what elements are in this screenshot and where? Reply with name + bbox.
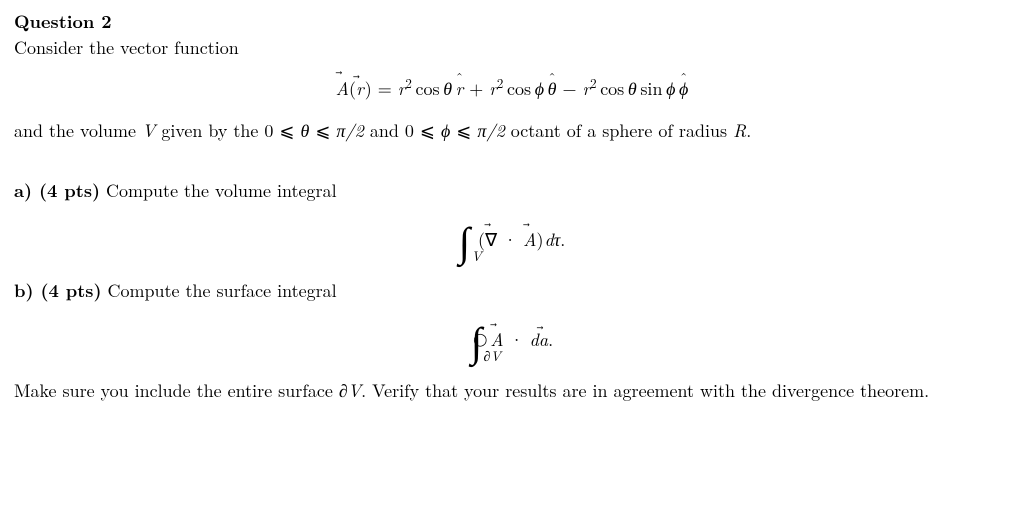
part-b-prompt: b) (4 pts) Compute the surface integral — [14, 279, 1010, 303]
surface-integral-equation: ∫ ◯ ∂V ⃗A · d⃗a. — [14, 319, 1010, 360]
vector-function-equation: ⃗A(⃗r ) = r2 cos θ ˆr + r2 cos ϕ ˆθ − r2… — [14, 77, 1010, 101]
closing-paragraph: Make sure you include the entire surface… — [14, 379, 1010, 403]
part-a-prompt: a) (4 pts) Compute the volume integral — [14, 179, 1010, 203]
volume-description: and the volume V given by the 0 ⩽ θ ⩽ π/… — [14, 119, 1010, 143]
document-page: Question 2 Consider the vector function … — [0, 0, 1024, 518]
oint-sign: ∫ ◯ ∂V — [471, 319, 482, 360]
intro-paragraph: Consider the vector function — [14, 36, 1010, 60]
integral-sign: ∫ V — [459, 219, 470, 260]
volume-integral-equation: ∫ V (⃗∇ · ⃗A) dτ. — [14, 219, 1010, 260]
question-heading: Question 2 — [14, 10, 1010, 34]
